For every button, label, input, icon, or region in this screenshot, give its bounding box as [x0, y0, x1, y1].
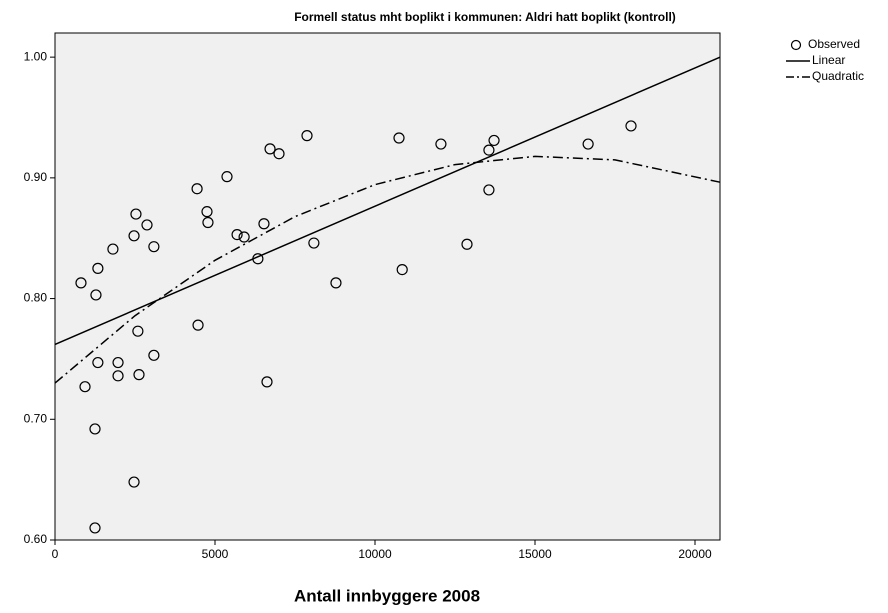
- fit-line: [54, 155, 721, 384]
- point: [435, 138, 447, 150]
- point: [133, 369, 145, 381]
- y-tick-label: 0.70: [24, 411, 48, 425]
- point: [330, 277, 342, 289]
- point: [89, 522, 101, 534]
- point: [264, 143, 276, 155]
- legend-label: Observed: [808, 37, 860, 51]
- point: [393, 132, 405, 144]
- point: [582, 138, 594, 150]
- legend-label: Quadratic: [812, 69, 864, 83]
- point: [90, 289, 102, 301]
- point: [201, 206, 213, 218]
- point: [221, 171, 233, 183]
- point: [625, 120, 637, 132]
- point: [191, 183, 203, 195]
- x-tick-label: 20000: [678, 547, 712, 561]
- x-tick-label: 10000: [358, 547, 392, 561]
- point: [202, 216, 214, 229]
- point: [79, 381, 91, 393]
- point: [148, 349, 160, 361]
- point: [231, 228, 243, 241]
- point: [128, 230, 140, 242]
- point: [396, 264, 408, 276]
- point: [261, 376, 273, 388]
- y-tick-label: 0.90: [24, 170, 48, 184]
- point: [112, 370, 124, 382]
- point: [273, 148, 285, 160]
- x-tick-label: 15000: [518, 547, 552, 561]
- point: [128, 476, 140, 488]
- fit-line: [54, 56, 721, 346]
- point: [130, 208, 142, 220]
- x-tick-label: 0: [52, 547, 59, 561]
- plot-area: [54, 32, 721, 541]
- point: [301, 130, 313, 142]
- point: [92, 262, 104, 274]
- point: [75, 277, 87, 289]
- y-tick-label: 0.80: [24, 291, 48, 305]
- point: [308, 237, 320, 249]
- legend-label: Linear: [812, 53, 845, 67]
- y-tick-label: 0.60: [24, 532, 48, 546]
- y-tick-label: 1.00: [24, 49, 48, 63]
- point: [483, 184, 495, 196]
- point: [132, 325, 144, 337]
- point: [258, 218, 270, 230]
- point: [238, 231, 250, 243]
- point: [192, 319, 204, 331]
- chart-title: Formell status mht boplikt i kommunen: A…: [294, 10, 676, 24]
- point: [148, 241, 160, 253]
- x-axis-label: Antall innbyggere 2008: [294, 586, 480, 605]
- point: [112, 356, 124, 369]
- legend-symbol: [790, 39, 802, 51]
- point: [488, 134, 500, 147]
- point: [107, 243, 119, 255]
- point: [461, 238, 473, 250]
- point: [89, 423, 101, 435]
- point: [141, 219, 153, 231]
- point: [483, 144, 495, 156]
- x-tick-label: 5000: [202, 547, 229, 561]
- point: [92, 356, 104, 369]
